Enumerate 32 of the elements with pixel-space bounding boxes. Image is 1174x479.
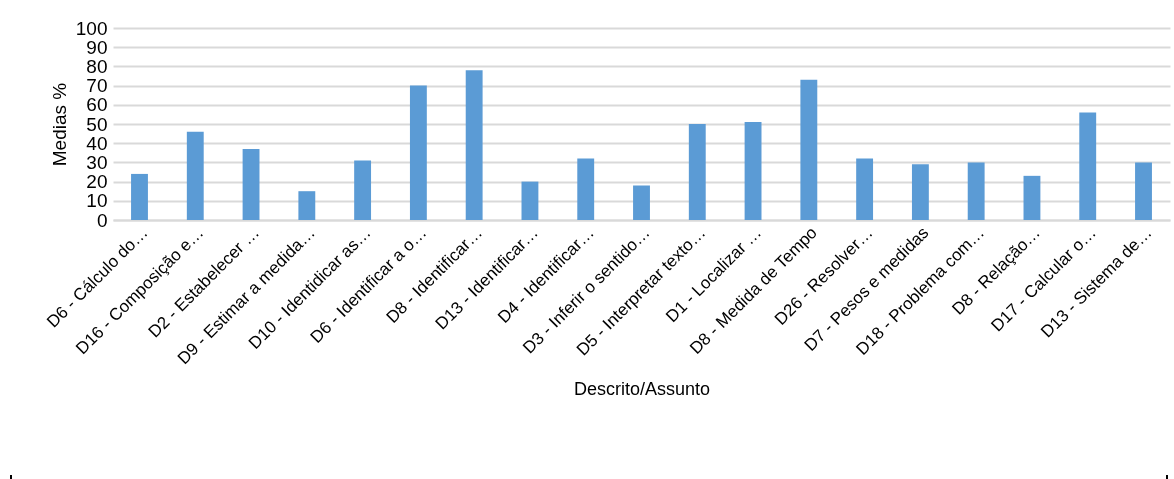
y-tick-label: 30 bbox=[86, 151, 108, 173]
bar bbox=[856, 158, 874, 220]
y-tick-label: 90 bbox=[86, 36, 108, 58]
bar bbox=[1079, 112, 1097, 220]
bar bbox=[131, 173, 148, 220]
y-axis-title: Medias % bbox=[48, 82, 70, 167]
bar bbox=[1135, 162, 1152, 220]
bar bbox=[967, 162, 985, 220]
bar bbox=[409, 85, 427, 220]
bar bbox=[465, 70, 483, 220]
bar bbox=[577, 158, 595, 220]
bar bbox=[521, 181, 539, 220]
x-axis-title: Descrito/Assunto bbox=[573, 379, 711, 400]
y-tick-label: 40 bbox=[86, 132, 108, 154]
y-tick-label: 10 bbox=[86, 190, 108, 212]
bar bbox=[744, 122, 762, 220]
bar bbox=[298, 191, 316, 220]
bar bbox=[800, 79, 818, 220]
y-tick-label: 60 bbox=[86, 94, 108, 116]
bar bbox=[186, 131, 204, 220]
bar bbox=[354, 160, 372, 220]
bar bbox=[242, 148, 260, 220]
bar bbox=[633, 185, 650, 220]
bar bbox=[911, 164, 929, 220]
y-tick-label: 80 bbox=[86, 55, 108, 77]
y-tick-label: 20 bbox=[86, 171, 108, 193]
y-tick-label: 50 bbox=[86, 113, 108, 135]
y-tick-label: 0 bbox=[96, 209, 108, 231]
y-tick-label: 70 bbox=[86, 75, 108, 97]
bar bbox=[1023, 175, 1041, 220]
bar bbox=[688, 124, 706, 220]
y-tick-label: 100 bbox=[75, 17, 108, 39]
